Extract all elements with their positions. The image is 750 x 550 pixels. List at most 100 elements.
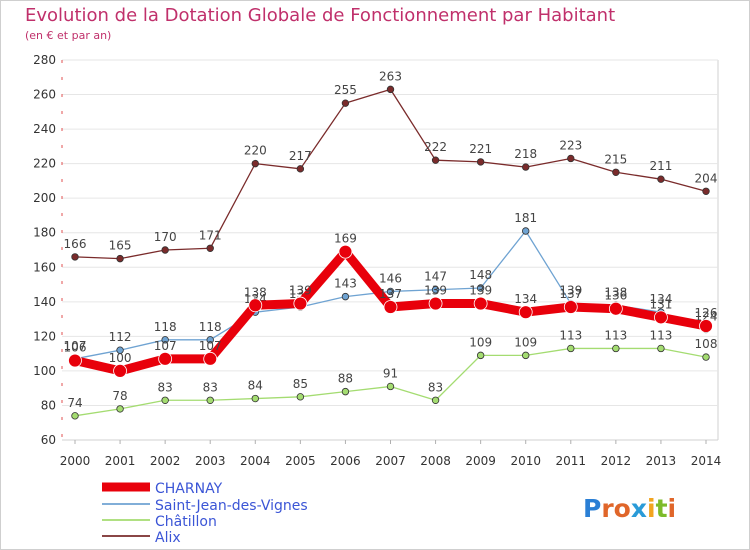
y-tick-label: 80 — [41, 398, 56, 412]
data-label: 138 — [604, 285, 627, 299]
data-point — [386, 287, 395, 296]
y-tick-label: 180 — [33, 226, 56, 240]
data-point — [113, 364, 127, 378]
data-point — [386, 382, 395, 391]
data-label: 222 — [424, 140, 447, 154]
legend: CHARNAYSaint-Jean-des-VignesChâtillonAli… — [102, 481, 308, 546]
x-tick-label: 2003 — [195, 454, 226, 468]
x-tick-label: 2001 — [105, 454, 136, 468]
data-point — [657, 344, 665, 353]
data-label: 181 — [514, 211, 537, 225]
x-tick-label: 2008 — [420, 454, 451, 468]
data-label: 74 — [67, 396, 82, 410]
data-label: 136 — [604, 289, 627, 303]
data-point — [702, 353, 710, 361]
data-label: 204 — [695, 171, 718, 185]
data-label: 107 — [199, 339, 222, 353]
data-label: 134 — [649, 292, 672, 306]
data-label: 134 — [514, 292, 537, 306]
data-point — [567, 154, 575, 163]
data-label: 170 — [154, 230, 177, 244]
logo-letter: i — [647, 494, 656, 523]
data-point — [431, 396, 440, 404]
data-label: 107 — [64, 339, 87, 353]
logo-letter: x — [631, 494, 647, 523]
logo-letter: o — [614, 494, 631, 523]
data-point — [563, 300, 578, 314]
data-point — [206, 244, 214, 252]
data-point — [341, 99, 350, 107]
legend-label: CHARNAY — [155, 481, 223, 497]
data-label: 112 — [109, 330, 132, 344]
x-tick-label: 2014 — [691, 454, 722, 468]
data-point — [203, 351, 218, 366]
data-label: 169 — [334, 232, 357, 246]
legend-item: Châtillon — [102, 514, 217, 530]
data-point — [248, 298, 263, 313]
y-tick-label: 160 — [33, 260, 56, 274]
data-label: 165 — [109, 239, 132, 253]
data-label: 126 — [695, 306, 718, 320]
data-label: 107 — [154, 339, 177, 353]
logo-letter: i — [668, 494, 677, 523]
x-axis: 2000 2001 2002 2003 2004 2005 2006 2007 2008 2009… — [60, 440, 722, 468]
data-point — [116, 405, 124, 413]
data-point — [431, 286, 440, 294]
data-point — [473, 296, 488, 311]
y-tick-label: 100 — [33, 364, 56, 378]
data-label: 83 — [158, 380, 173, 394]
data-point — [338, 244, 353, 259]
data-point — [251, 159, 259, 168]
data-point — [68, 353, 82, 368]
data-label: 118 — [199, 320, 222, 334]
data-point — [161, 396, 169, 404]
data-point — [206, 336, 214, 344]
data-point — [431, 156, 440, 164]
chart-title: Evolution de la Dotation Globale de Fonc… — [25, 5, 615, 26]
data-point — [657, 175, 665, 183]
y-tick-label: 220 — [33, 157, 56, 171]
data-label: 218 — [514, 147, 537, 161]
data-label: 124 — [695, 309, 718, 323]
data-label: 113 — [604, 328, 627, 342]
data-label: 221 — [469, 142, 492, 156]
data-point — [567, 344, 575, 353]
data-point — [386, 85, 395, 94]
series-alix: 166 165 170 171 220 217 255 263 222 221 218 223 215 2… — [64, 69, 718, 263]
data-label: 85 — [293, 377, 308, 391]
y-tick-label: 200 — [33, 191, 56, 205]
data-point — [654, 310, 668, 325]
data-point — [296, 165, 305, 173]
data-label: 109 — [469, 335, 492, 349]
data-point — [476, 158, 485, 166]
data-point — [612, 344, 620, 353]
data-label: 139 — [469, 284, 492, 298]
data-label: 113 — [649, 328, 672, 342]
y-tick-label: 120 — [33, 329, 56, 343]
data-point — [161, 246, 169, 254]
data-point — [116, 346, 124, 354]
logo-text: Proxiti — [583, 494, 676, 523]
data-label: 171 — [199, 228, 222, 242]
data-label: 137 — [379, 287, 402, 301]
data-label: 118 — [154, 320, 177, 334]
data-point — [522, 163, 530, 171]
data-label: 146 — [379, 271, 402, 285]
data-label: 83 — [203, 380, 218, 394]
legend-item: Alix — [102, 530, 181, 546]
data-label: 147 — [424, 270, 447, 284]
data-label: 217 — [289, 149, 312, 163]
data-label: 138 — [244, 285, 267, 299]
legend-label: Châtillon — [155, 514, 217, 530]
data-point — [296, 393, 305, 401]
x-tick-label: 2013 — [646, 454, 677, 468]
series-layer: 166 165 170 171 220 217 255 263 222 221 218 223 215 2… — [64, 69, 718, 420]
legend-item: Saint-Jean-des-Vignes — [102, 498, 308, 514]
data-point — [251, 394, 259, 403]
series-ch-tillon: 74 78 83 83 84 85 88 91 83 109 109 113 113 113 108 — [67, 328, 718, 420]
legend-item: CHARNAY — [102, 481, 223, 497]
data-label: 108 — [695, 337, 718, 351]
chart-subtitle: (en € et par an) — [25, 29, 111, 42]
data-label: 263 — [379, 69, 402, 83]
data-point — [116, 254, 124, 263]
